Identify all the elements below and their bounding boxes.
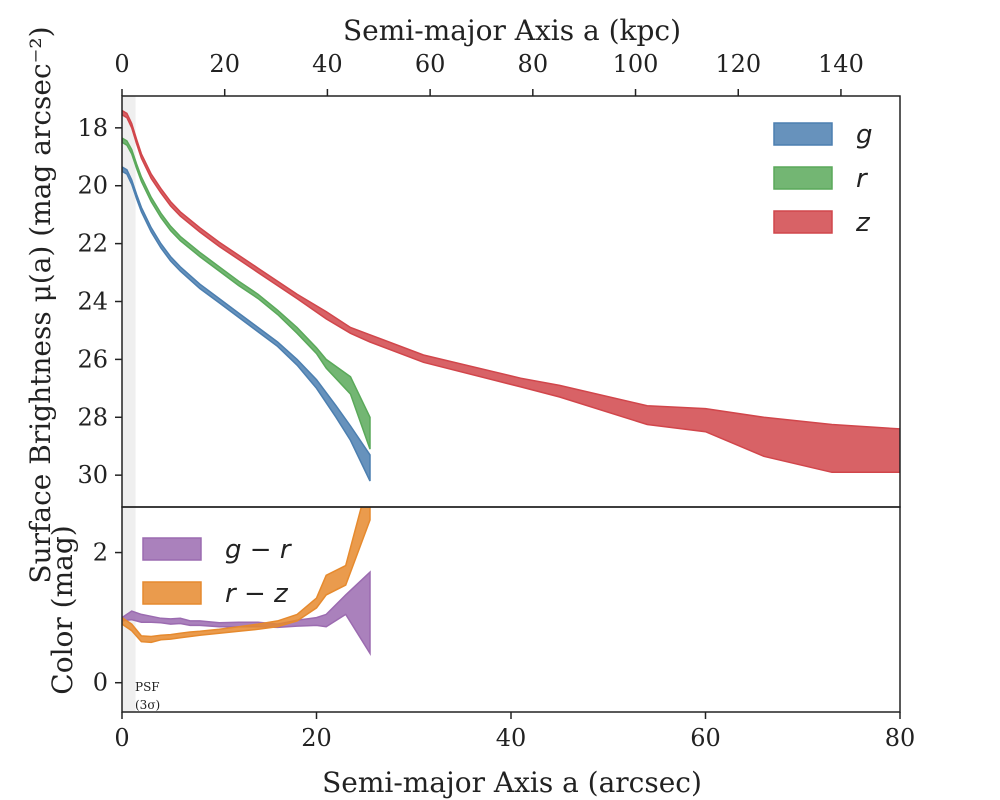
x-tick-label: 20 — [301, 724, 332, 752]
legend-label-g-r: g − r — [225, 535, 293, 565]
bottom-legend: g − r r − z — [142, 535, 293, 609]
bottom-y-axis-ticks: 02 — [93, 539, 122, 697]
surface-brightness-series-group — [122, 109, 900, 482]
psf-band — [122, 507, 136, 712]
top-x-tick-label: 20 — [209, 50, 240, 78]
y-tick-label: 18 — [77, 114, 108, 142]
top-x-axis-title: Semi-major Axis a (kpc) — [343, 14, 681, 47]
legend-swatch-z — [773, 210, 833, 234]
legend-label-g: g — [856, 120, 873, 150]
psf-band — [122, 96, 136, 507]
legend-label-r: r — [856, 164, 869, 194]
top-x-tick-label: 40 — [312, 50, 343, 78]
top-x-tick-label: 60 — [415, 50, 446, 78]
y-tick-label: 0 — [93, 669, 108, 697]
top-x-tick-label: 120 — [715, 50, 761, 78]
y-tick-label: 22 — [77, 230, 108, 258]
legend-swatch-r-z — [142, 581, 202, 605]
band-r — [122, 137, 371, 450]
y-tick-label: 24 — [77, 288, 108, 316]
y-tick-label: 2 — [93, 539, 108, 567]
legend-label-r-z: r − z — [225, 579, 289, 609]
top-legend: grz — [773, 120, 873, 238]
y-tick-label: 30 — [77, 461, 108, 489]
x-tick-label: 0 — [114, 724, 129, 752]
top-x-axis-ticks: 0 20 40 60 80 100 120 140 — [114, 50, 864, 96]
x-tick-label: 40 — [496, 724, 527, 752]
band-g — [122, 166, 371, 482]
top-x-tick-label: 140 — [818, 50, 864, 78]
x-tick-label: 80 — [885, 724, 916, 752]
top-y-axis-title: Surface Brightness μ(a) (mag arcsec⁻²) — [24, 26, 57, 583]
psf-annotation-label: PSF — [135, 680, 160, 694]
y-tick-label: 26 — [77, 345, 108, 373]
y-tick-label: 20 — [77, 172, 108, 200]
bottom-x-axis-title: Semi-major Axis a (arcsec) — [322, 766, 702, 799]
psf-annotation-sigma: (3σ) — [135, 698, 160, 712]
top-x-tick-label: 100 — [613, 50, 659, 78]
color-series-group — [122, 507, 371, 657]
y-tick-label: 28 — [77, 403, 108, 431]
legend-label-z: z — [855, 208, 871, 238]
top-x-tick-label: 0 — [114, 50, 129, 78]
band-r-z — [122, 507, 371, 644]
bottom-y-axis-title: Color (mag) — [46, 525, 79, 694]
top-x-tick-label: 80 — [518, 50, 549, 78]
bottom-x-axis-ticks: 0 20 40 60 80 — [114, 712, 915, 752]
x-tick-label: 60 — [690, 724, 721, 752]
band-z — [122, 109, 900, 474]
top-y-axis-ticks: 18 20 22 24 26 28 30 — [77, 114, 122, 489]
band-g-r — [122, 570, 371, 657]
legend-swatch-g — [773, 122, 833, 146]
legend-swatch-g-r — [142, 537, 202, 561]
legend-swatch-r — [773, 166, 833, 190]
